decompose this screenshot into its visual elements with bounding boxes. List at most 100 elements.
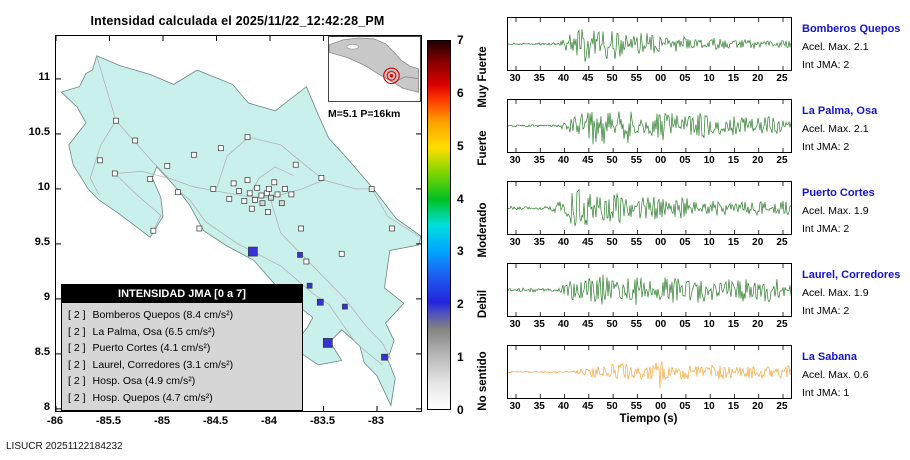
station-name-label: Puerto Cortes xyxy=(802,187,875,199)
road-line xyxy=(114,170,168,179)
epicenter-inset-map xyxy=(328,36,421,102)
time-tick-label: 25 xyxy=(776,237,788,248)
station-name-label: Bomberos Quepos xyxy=(802,23,901,35)
latitude-tick-label: 8 xyxy=(43,400,50,413)
longitude-tick-label: -85 xyxy=(154,415,170,427)
epicenter-outer-ring xyxy=(383,67,400,85)
colorbar-category-label: Fuerte xyxy=(477,130,489,166)
time-tick-label: 30 xyxy=(509,237,521,248)
station-marker xyxy=(111,170,118,177)
time-tick-label: 50 xyxy=(606,73,618,84)
colorbar-tick-label: 2 xyxy=(457,297,464,312)
station-marker xyxy=(241,198,248,204)
colorbar-tick-label: 6 xyxy=(457,85,464,100)
waveform-canvas xyxy=(508,182,791,234)
road-line xyxy=(371,188,419,237)
road-line xyxy=(114,173,162,234)
epicenter-inner-ring xyxy=(386,70,397,81)
station-marker xyxy=(97,157,103,164)
time-tick-label: 20 xyxy=(752,237,764,248)
epicenter-dot xyxy=(389,74,394,78)
seismogram-panel: Tiempo (s) 30 35 40 45 50 55 00 05 10 15 20 25 Bombe… xyxy=(495,0,910,460)
legend-entry: [ 2 ] Hosp. Quepos (4.7 cm/s²) xyxy=(68,390,302,407)
inset-canvas xyxy=(329,37,420,93)
time-tick-label: 15 xyxy=(727,401,740,412)
station-marker xyxy=(288,191,295,198)
station-marker xyxy=(297,252,303,258)
legend-station-label: Puerto Cortes (4.1 cm/s²) xyxy=(92,342,211,354)
time-axis-label: Tiempo (s) xyxy=(619,413,678,425)
report-title: Intensidad calculada el 2025/11/22_12:42… xyxy=(90,14,385,28)
time-tick-label: 35 xyxy=(533,237,545,248)
station-marker xyxy=(226,195,233,202)
colorbar-tick-label: 3 xyxy=(457,244,464,259)
time-tick-label: 45 xyxy=(582,319,594,330)
waveform-trace xyxy=(508,29,791,62)
intensity-jma-label: Int JMA: 1 xyxy=(802,387,850,399)
watermark: LISUCR 20251122184232 xyxy=(6,441,123,452)
time-tick-label: 30 xyxy=(509,155,521,166)
time-tick-label: 55 xyxy=(630,319,642,330)
waveform-canvas xyxy=(508,100,791,152)
time-tick-label: 05 xyxy=(679,401,691,412)
colorbar-category-label: Moderado xyxy=(477,202,489,258)
station-marker xyxy=(316,298,324,306)
station-marker xyxy=(258,192,265,199)
time-tick-label: 50 xyxy=(606,401,618,412)
time-tick-label: 00 xyxy=(655,401,667,412)
time-tick-label: 35 xyxy=(533,73,545,84)
road-line xyxy=(189,199,383,366)
waveform-canvas xyxy=(508,346,791,398)
station-marker xyxy=(381,353,388,361)
acceleration-max-label: Acel. Max. 1.9 xyxy=(802,205,869,217)
longitude-tick-label: -84 xyxy=(261,415,277,427)
time-tick-label: 25 xyxy=(776,73,788,84)
latitude-tick-label: 11 xyxy=(38,70,50,83)
legend-title: INTENSIDAD JMA [0 a 7] xyxy=(62,285,302,303)
map-canvas xyxy=(56,36,421,411)
time-tick-label: 45 xyxy=(582,237,594,248)
station-marker xyxy=(150,227,157,234)
time-tick-label: 10 xyxy=(703,237,715,248)
longitude-tick-label: -83 xyxy=(368,415,384,427)
station-marker xyxy=(132,137,139,144)
longitude-tick-label: -83.5 xyxy=(309,415,336,427)
time-tick-label: 35 xyxy=(533,319,545,330)
time-tick-label: 45 xyxy=(582,155,594,166)
road-line xyxy=(248,166,294,197)
time-tick-label: 30 xyxy=(509,73,521,84)
station-marker xyxy=(147,176,154,182)
waveform-trace xyxy=(508,361,791,389)
station-marker xyxy=(338,250,345,257)
colorbar-tick-label: 5 xyxy=(457,138,464,153)
road-line xyxy=(96,55,271,199)
station-marker xyxy=(113,117,119,124)
waveform-trace xyxy=(508,188,791,227)
station-marker xyxy=(322,338,333,348)
colorbar-gradient xyxy=(427,40,451,410)
time-tick-label: 55 xyxy=(630,155,642,166)
time-tick-label: 45 xyxy=(582,401,594,412)
latitude-tick-label: 10 xyxy=(37,180,50,193)
time-tick-label: 30 xyxy=(509,401,521,412)
legend-intensity-badge: [ 2 ] xyxy=(68,391,86,404)
costa-rica-landmass xyxy=(60,55,421,407)
station-marker xyxy=(265,209,271,215)
inset-land xyxy=(329,37,420,84)
legend-station-label: Bomberos Quepos (8.4 cm/s²) xyxy=(92,309,234,321)
station-marker xyxy=(236,188,242,194)
station-marker xyxy=(282,186,288,192)
station-marker xyxy=(252,197,258,203)
legend-station-label: Hosp. Quepos (4.7 cm/s²) xyxy=(92,391,213,404)
station-marker xyxy=(217,145,224,152)
time-tick-label: 05 xyxy=(679,73,691,84)
colorbar-tick-label: 7 xyxy=(457,33,464,47)
station-marker xyxy=(191,151,197,158)
time-tick-label: 00 xyxy=(655,319,667,330)
station-marker xyxy=(230,180,237,187)
station-marker xyxy=(248,246,258,257)
time-tick-label: 55 xyxy=(630,237,642,248)
road-line xyxy=(89,120,117,195)
acceleration-max-label: Acel. Max. 2.1 xyxy=(802,41,869,53)
